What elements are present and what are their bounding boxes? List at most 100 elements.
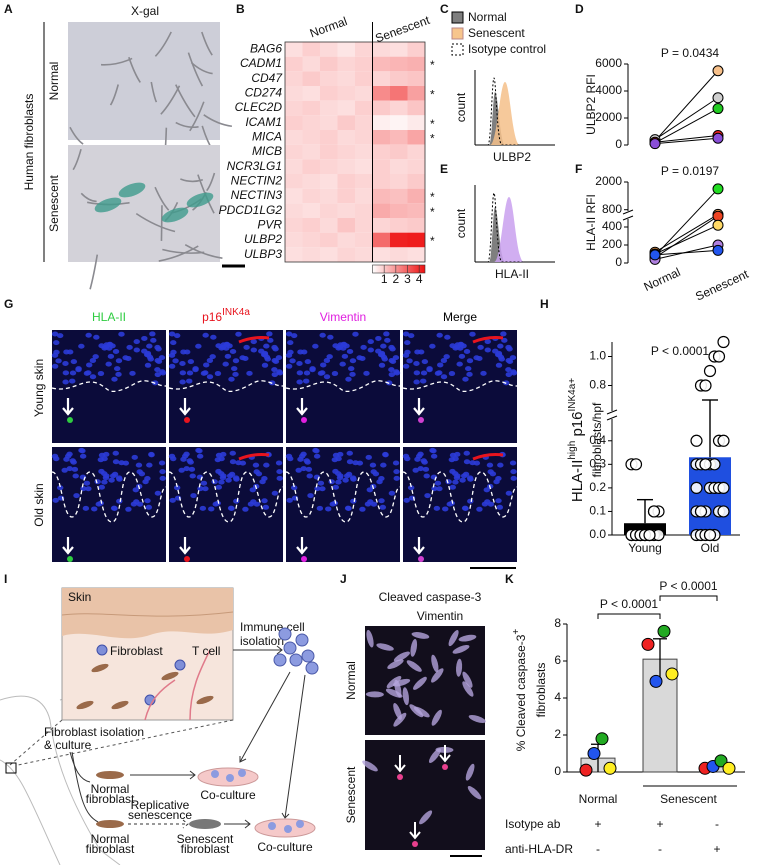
nucleus	[228, 376, 235, 382]
cell	[376, 643, 394, 651]
nucleus	[195, 343, 202, 349]
nucleus	[261, 498, 268, 504]
nucleus	[107, 353, 115, 359]
cell	[392, 678, 411, 687]
y-tick-label: 0.3	[589, 457, 606, 471]
nucleus	[481, 501, 489, 507]
nucleus	[69, 378, 76, 384]
nucleus	[187, 359, 195, 365]
nucleus	[225, 477, 232, 483]
nucleus	[295, 467, 302, 473]
dot	[690, 434, 703, 447]
arrow	[62, 398, 74, 416]
nucleus	[449, 484, 456, 490]
heatmap-cell	[407, 42, 425, 57]
diagram-label: senescence	[128, 808, 192, 822]
legend-label: Isotype control	[468, 42, 546, 56]
nucleus	[356, 355, 363, 361]
y-tick-label: 2	[554, 727, 561, 741]
nucleus	[313, 448, 320, 454]
panel-label: I	[4, 572, 7, 586]
nucleus	[446, 501, 453, 507]
heatmap-cell	[390, 86, 408, 101]
heatmap-cell	[355, 100, 373, 116]
fibroblast-icon	[111, 700, 129, 710]
heatmap-cell	[337, 218, 355, 233]
cell	[160, 205, 163, 241]
nucleus	[413, 361, 420, 367]
panel-label: G	[4, 297, 13, 311]
positive-cell	[67, 417, 73, 423]
diagram-label: Co-culture	[257, 840, 313, 854]
heatmap-cell	[407, 174, 425, 189]
cell	[414, 706, 430, 718]
nucleus	[82, 505, 90, 511]
y-tick-label: 0.0	[589, 527, 606, 541]
arrow	[413, 398, 425, 416]
significance-mark: *	[430, 132, 435, 146]
nucleus	[287, 340, 294, 346]
nucleus	[92, 354, 99, 360]
heatmap-cell	[285, 144, 303, 160]
nucleus	[457, 342, 465, 348]
arrow	[239, 671, 291, 763]
nucleus	[235, 331, 242, 337]
nucleus	[235, 460, 242, 466]
nucleus	[462, 376, 469, 382]
nucleus	[115, 358, 123, 364]
dot	[717, 335, 730, 349]
axis-break	[606, 415, 618, 421]
dermal-boundary	[402, 471, 518, 523]
colorbar-label: 4	[416, 272, 423, 286]
nucleus	[173, 485, 181, 491]
arrow	[62, 537, 74, 555]
heatmap-cell	[320, 218, 338, 233]
nucleus	[125, 506, 132, 512]
nucleus	[158, 460, 166, 466]
dot	[595, 732, 609, 746]
axis-title: fibroblasts	[534, 663, 548, 718]
panel-label: D	[575, 2, 584, 16]
dot	[603, 761, 617, 775]
x-tick-label: Senescent	[693, 267, 751, 304]
nucleus	[232, 371, 239, 377]
nucleus	[495, 498, 502, 504]
axis-title: HLA-IIhigh p16INK4a+	[567, 378, 586, 502]
nucleus	[314, 486, 321, 492]
nucleus	[173, 333, 181, 339]
nucleus	[275, 355, 283, 361]
nucleus	[444, 334, 451, 340]
nucleus	[458, 353, 466, 359]
nucleus	[246, 370, 253, 376]
nucleus	[154, 372, 162, 378]
axis-break	[622, 215, 634, 221]
y-tick-label: 0.1	[589, 504, 606, 518]
arrow	[233, 645, 283, 655]
nucleus	[393, 475, 400, 481]
nucleus	[250, 339, 257, 345]
nucleus	[199, 505, 207, 511]
panel-label: E	[440, 162, 448, 176]
nucleus	[352, 331, 359, 337]
nucleus	[261, 362, 269, 368]
cell	[393, 703, 402, 720]
axis-title-part: high	[567, 441, 578, 460]
nucleus	[505, 344, 512, 350]
cell	[154, 31, 172, 57]
fibroblast-icon	[76, 700, 94, 710]
significance-mark: *	[430, 234, 435, 248]
nucleus	[172, 358, 179, 364]
heatmap-cell	[390, 100, 408, 116]
nucleus	[144, 362, 152, 368]
nucleus	[83, 480, 91, 486]
nucleus	[133, 347, 141, 353]
nucleus	[495, 352, 503, 358]
cell	[150, 81, 158, 103]
nucleus	[130, 501, 138, 507]
heatmap-cell	[390, 130, 408, 145]
nucleus	[233, 498, 240, 504]
nucleus	[228, 471, 236, 477]
gene-label: NECTIN2	[231, 174, 283, 188]
nucleus	[388, 490, 396, 496]
nucleus	[275, 460, 283, 466]
